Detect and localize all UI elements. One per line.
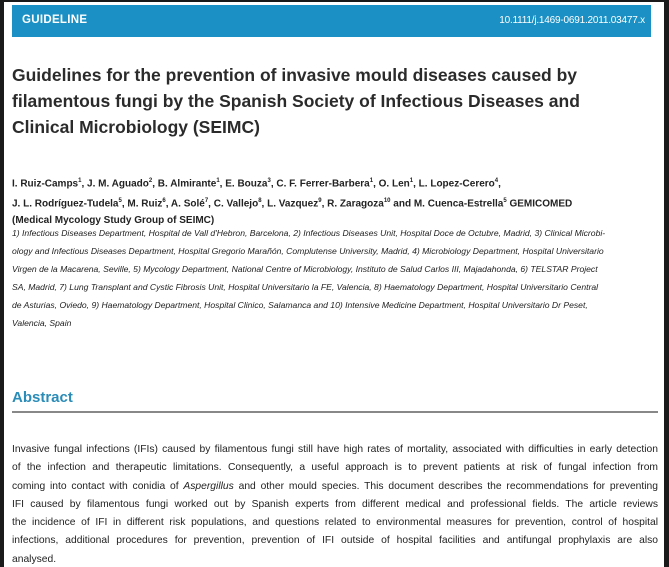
document-page: GUIDELINE 10.1111/j.1469-0691.2011.03477… [4, 2, 664, 567]
affiliations: 1) Infectious Diseases Department, Hospi… [12, 224, 605, 332]
author-name: , A. Solé [165, 198, 205, 210]
author-name: , J. M. Aguado [81, 178, 149, 190]
author-name: , O. Len [373, 178, 410, 190]
author-name: , [498, 178, 501, 190]
affiliation-number: 1 [369, 178, 374, 184]
affiliation-number: 2 [148, 178, 153, 184]
author-line: I. Ruiz-Camps1, J. M. Aguado2, B. Almira… [12, 173, 572, 193]
affiliation-line: Virgen de la Macarena, Seville, 5) Mycol… [12, 264, 598, 274]
affiliation-number: 5 [503, 198, 507, 205]
abstract-line: of the infection and therapeutic limitat… [12, 462, 658, 474]
abstract-body: Invasive fungal infections (IFIs) caused… [12, 441, 658, 567]
affiliation-number: 1 [216, 178, 220, 184]
affiliation-line: ology and Infectious Diseases Department… [12, 246, 604, 256]
affiliation-number: 4 [494, 178, 499, 184]
doi-link[interactable]: 10.1111/j.1469-0691.2011.03477.x [499, 15, 645, 26]
author-name: , M. Ruiz [121, 198, 163, 210]
abstract-line: the incidence of IFI in different risk p… [12, 517, 658, 529]
affiliation-line: de Asturias, Oviedo, 9) Haematology Depa… [12, 300, 588, 310]
affiliation-number: 6 [162, 198, 166, 205]
author-line: J. L. Rodríguez-Tudela5, M. Ruiz6, A. So… [12, 193, 572, 213]
author-name: , L. Lopez-Cerero [413, 178, 495, 190]
author-name: , E. Bouza [219, 178, 268, 190]
abstract-line: IFI caused by filamentous fungi worked o… [12, 498, 658, 510]
genus-name: Aspergillus [183, 480, 234, 492]
affiliation-line: 1) Infectious Diseases Department, Hospi… [12, 228, 606, 238]
affiliation-number: 5 [118, 198, 122, 205]
author-name: I. Ruiz-Camps [12, 178, 79, 190]
abstract-line: infections, additional procedures for pr… [12, 535, 658, 547]
abstract-line: analysed. [12, 553, 57, 565]
author-name: , B. Almirante [152, 178, 217, 190]
author-name: , L. Vazquez [261, 198, 319, 210]
affiliation-number: 8 [258, 198, 262, 205]
guideline-header-bar: GUIDELINE 10.1111/j.1469-0691.2011.03477… [12, 5, 651, 37]
author-name: J. L. Rodríguez-Tudela [12, 198, 119, 210]
author-name: , R. Zaragoza [321, 198, 384, 210]
title-line: filamentous fungi by the Spanish Society… [12, 91, 580, 111]
abstract-text: coming into contact with conidia of [12, 480, 184, 492]
author-list: I. Ruiz-Camps1, J. M. Aguado2, B. Almira… [12, 173, 572, 230]
affiliation-number: 1 [409, 178, 414, 184]
abstract-divider [12, 411, 658, 413]
affiliation-number: 10 [383, 198, 391, 205]
affiliation-number: 1 [78, 178, 82, 184]
affiliation-line: SA, Madrid, 7) Lung Transplant and Cysti… [12, 282, 599, 292]
study-group: (Medical Mycology Study Group of SEIMC) [12, 215, 215, 227]
title-line: Clinical Microbiology (SEIMC) [12, 117, 260, 137]
title-line: Guidelines for the prevention of invasiv… [12, 65, 578, 85]
article-type-label: GUIDELINE [22, 14, 88, 26]
abstract-text: and other mould species. This document d… [233, 480, 658, 492]
affiliation-number: 7 [204, 198, 209, 205]
author-name: , C. F. Ferrer-Barbera [270, 178, 370, 190]
affiliation-line: Valencia, Spain [12, 318, 72, 328]
abstract-line: Invasive fungal infections (IFIs) caused… [12, 444, 658, 455]
affiliation-number: 9 [318, 198, 322, 205]
author-name: and M. Cuenca-Estrella [390, 198, 504, 210]
abstract-line: coming into contact with conidia of Aspe… [12, 478, 658, 496]
paper-title: Guidelines for the prevention of invasiv… [12, 62, 652, 140]
author-name: , C. Vallejo [208, 198, 259, 210]
affiliation-number: 3 [267, 178, 271, 184]
abstract-heading: Abstract [12, 389, 73, 406]
author-name: GEMICOMED [506, 198, 573, 210]
